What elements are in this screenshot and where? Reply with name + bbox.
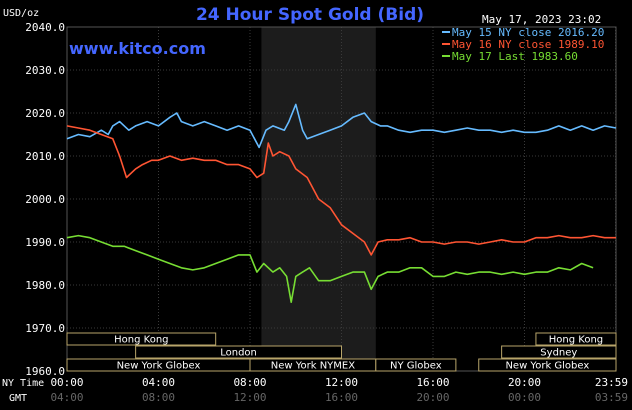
y-tick-label: 2030.0 [25,64,65,77]
y-tick-label: 2010.0 [25,150,65,163]
session-box [535,332,617,346]
session-box [501,345,617,359]
y-tick-label: 1970.0 [25,322,65,335]
chart-title: 24 Hour Spot Gold (Bid) [196,5,424,25]
y-tick-label: 2040.0 [25,21,65,34]
x-tick-gmt: 16:00 [325,391,358,404]
y-tick-label: 1960.0 [25,365,65,378]
x-tick-ny: 16:00 [416,376,449,389]
session-label: New York Globex [505,361,589,372]
y-tick-label: 2000.0 [25,193,65,206]
session-label: Hong Kong [549,335,603,346]
session-label: Sydney [540,348,577,359]
session-label: New York NYMEX [271,361,356,372]
legend-entry: May 17 Last 1983.60 [452,50,578,63]
session-box [66,332,217,346]
x-tick-ny: 23:59 [595,376,628,389]
legend-entry: May 16 NY close 1989.10 [452,38,604,51]
x-tick-gmt: 08:00 [142,391,175,404]
series-lines [66,103,617,304]
session-label: NY Globex [390,361,442,372]
legend-entry: May 15 NY close 2016.20 [452,26,604,39]
series-line-2 [66,125,616,256]
y-tick-label: 1990.0 [25,236,65,249]
timestamp: May 17, 2023 23:02 [482,13,601,26]
x-tick-gmt: 03:59 [595,391,628,404]
unit-label: USD/oz [3,8,39,19]
watermark-url: www.kitco.com [69,39,206,58]
session-box [135,345,342,359]
x-tick-ny: 08:00 [233,376,266,389]
ny-time-label: NY Time [2,378,44,389]
session-label: Hong Kong [114,335,168,346]
session-label: New York Globex [117,361,201,372]
session-box [375,358,457,372]
y-tick-label: 2020.0 [25,107,65,120]
x-tick-gmt: 20:00 [416,391,449,404]
x-tick-gmt: 04:00 [50,391,83,404]
market-sessions: Hong Kong Hong Kong London Sydney New York G… [66,332,617,372]
x-tick-ny: 04:00 [142,376,175,389]
x-tick-gmt: 00:00 [508,391,541,404]
y-tick-label: 1980.0 [25,279,65,292]
x-tick-ny: 12:00 [325,376,358,389]
session-label: London [220,348,257,359]
session-box [478,358,617,372]
x-axis-ticks: 00:00 04:00 04:00 08:00 08:00 12:00 12:00 16:00… [50,376,628,404]
y-axis-ticks: 1960.0 1970.0 1980.0 1990.0 2000.0 2010.0 2020… [25,21,65,378]
gmt-label: GMT [9,393,27,404]
series-line-1 [66,103,617,149]
x-tick-ny: 00:00 [50,376,83,389]
x-tick-gmt: 12:00 [233,391,266,404]
x-tick-ny: 20:00 [508,376,541,389]
series-line-3 [66,234,594,304]
